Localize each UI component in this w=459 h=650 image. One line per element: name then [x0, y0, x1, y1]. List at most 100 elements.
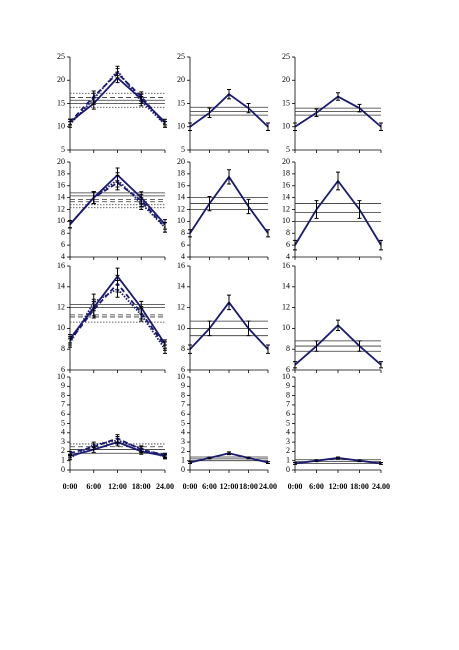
- y-tick-label: 15: [282, 98, 290, 107]
- x-tick-label: 12:00: [329, 482, 348, 491]
- y-tick-label: 18: [177, 169, 185, 178]
- error-bar: [293, 239, 297, 251]
- error-bar: [336, 171, 340, 191]
- y-tick-label: 6: [286, 240, 290, 249]
- error-bar: [357, 459, 362, 463]
- x-tick-label: 6:00: [309, 482, 324, 491]
- error-bar: [115, 280, 120, 298]
- series-line: [69, 69, 166, 126]
- error-bar: [227, 294, 231, 311]
- y-tick-label: 20: [57, 75, 65, 84]
- y-tick-label: 6: [181, 409, 185, 418]
- x-tick-label: 18:00: [132, 482, 151, 491]
- y-tick-label: 16: [282, 181, 290, 190]
- y-tick-label: 5: [286, 145, 290, 154]
- error-bar: [163, 344, 167, 354]
- y-tick-label: 6: [61, 409, 65, 418]
- error-bar: [246, 456, 251, 460]
- y-tick-label: 25: [57, 52, 65, 61]
- y-tick-label: 20: [57, 157, 65, 166]
- series-line: [69, 181, 166, 228]
- y-tick-label: 16: [282, 261, 290, 270]
- y-tick-label: 20: [177, 75, 185, 84]
- x-tick-label: 0:00: [63, 482, 78, 491]
- y-tick-label: 5: [61, 145, 65, 154]
- error-bar: [227, 451, 231, 456]
- y-tick-label: 25: [177, 52, 185, 61]
- x-tick-label: 0:00: [288, 482, 303, 491]
- error-bar: [266, 344, 270, 354]
- error-bar: [266, 122, 270, 131]
- series-line: [294, 324, 382, 366]
- y-tick-label: 2: [286, 446, 290, 455]
- error-bar: [188, 344, 192, 354]
- y-tick-label: 14: [177, 192, 185, 201]
- y-tick-label: 16: [57, 181, 65, 190]
- y-tick-label: 7: [286, 400, 290, 409]
- y-tick-label: 5: [181, 418, 185, 427]
- y-tick-label: 10: [282, 122, 290, 131]
- error-bar: [188, 229, 192, 238]
- error-bar: [227, 169, 231, 185]
- error-bar: [207, 195, 212, 212]
- y-tick-label: 10: [177, 323, 185, 332]
- x-tick-label: 12:00: [108, 482, 127, 491]
- y-tick-label: 2: [181, 446, 185, 455]
- error-bar: [91, 293, 96, 312]
- y-tick-label: 10: [282, 216, 290, 225]
- y-tick-label: 4: [286, 428, 290, 437]
- y-tick-label: 10: [282, 323, 290, 332]
- error-bar: [266, 229, 270, 238]
- y-tick-label: 10: [57, 122, 65, 131]
- y-tick-label: 8: [286, 228, 290, 237]
- error-bar: [336, 456, 340, 460]
- y-tick-label: 1: [61, 456, 65, 465]
- y-tick-label: 10: [177, 122, 185, 131]
- error-bar: [357, 340, 362, 352]
- y-tick-label: 5: [61, 418, 65, 427]
- y-tick-label: 16: [57, 261, 65, 270]
- error-bar: [139, 197, 144, 210]
- error-bar: [246, 103, 251, 114]
- y-tick-label: 8: [181, 344, 185, 353]
- y-tick-label: 14: [282, 192, 290, 201]
- error-bar: [293, 361, 297, 369]
- y-tick-label: 5: [286, 418, 290, 427]
- x-tick-label: 24.00: [259, 482, 277, 491]
- error-bar: [163, 454, 167, 460]
- y-tick-label: 6: [286, 409, 290, 418]
- y-tick-label: 12: [282, 204, 290, 213]
- series-line: [69, 287, 166, 350]
- error-bar: [336, 92, 340, 101]
- error-bar: [188, 122, 192, 131]
- error-bar: [314, 108, 319, 118]
- error-bar: [314, 340, 319, 352]
- y-tick-label: 16: [177, 181, 185, 190]
- y-tick-label: 2: [61, 446, 65, 455]
- y-tick-label: 10: [282, 372, 290, 381]
- error-bar: [188, 461, 192, 464]
- y-tick-label: 16: [177, 261, 185, 270]
- y-tick-label: 3: [181, 437, 185, 446]
- error-bar: [68, 121, 72, 128]
- y-tick-label: 18: [57, 169, 65, 178]
- y-tick-label: 15: [177, 98, 185, 107]
- x-tick-label: 24.00: [372, 482, 390, 491]
- error-bar: [163, 222, 167, 233]
- error-bar: [207, 107, 212, 118]
- error-bar: [314, 459, 319, 463]
- y-tick-label: 14: [57, 192, 65, 201]
- x-tick-label: 6:00: [202, 482, 217, 491]
- x-tick-label: 12:00: [220, 482, 239, 491]
- error-bar: [91, 191, 96, 205]
- error-bar: [139, 96, 144, 107]
- y-tick-label: 14: [57, 282, 65, 291]
- y-tick-label: 12: [57, 302, 65, 311]
- error-bar: [91, 441, 96, 449]
- error-bar: [379, 239, 383, 251]
- y-tick-label: 20: [282, 75, 290, 84]
- error-bar: [207, 320, 212, 337]
- y-tick-label: 12: [282, 302, 290, 311]
- y-tick-label: 6: [61, 365, 65, 374]
